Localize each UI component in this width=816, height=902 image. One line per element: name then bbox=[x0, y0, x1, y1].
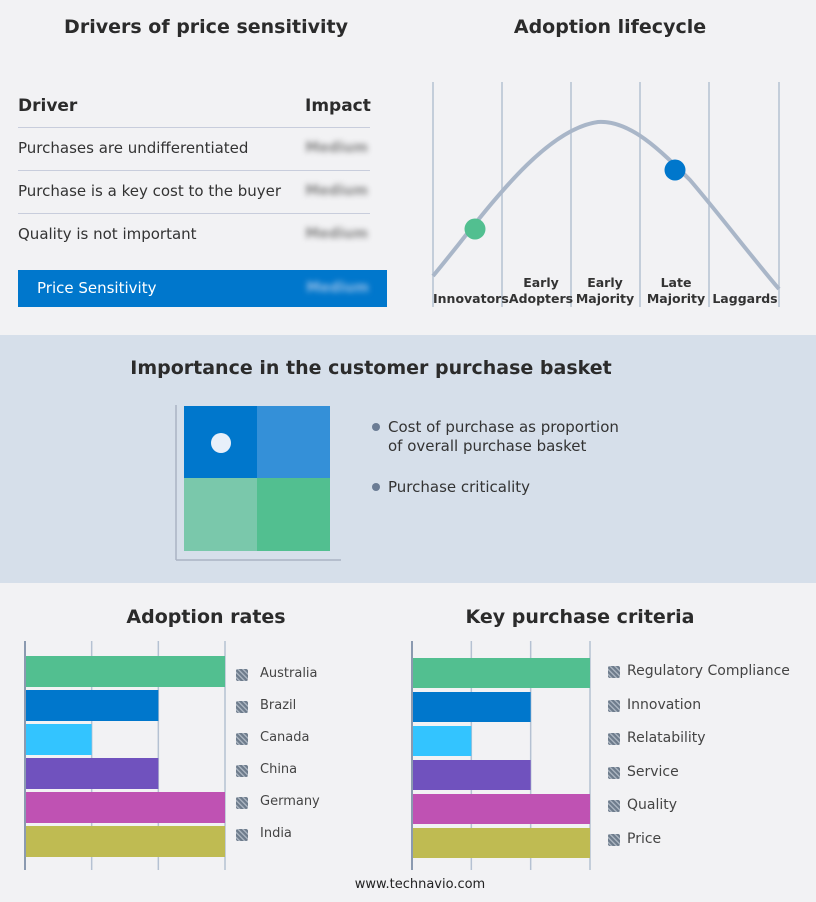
driver-row: Purchases are undifferentiated Medium bbox=[18, 127, 370, 169]
legend-label: China bbox=[260, 762, 298, 777]
bar-service bbox=[413, 760, 531, 790]
driver-label: Purchase is a key cost to the buyer bbox=[18, 182, 282, 200]
stage-label: Early Majority bbox=[575, 275, 635, 306]
stage-label: Innovators bbox=[433, 291, 509, 306]
bullet-dot bbox=[372, 423, 380, 431]
legend-label: Regulatory Compliance bbox=[627, 663, 790, 679]
driver-column-header: Driver bbox=[18, 96, 78, 116]
lifecycle-chart bbox=[431, 82, 781, 307]
key-purchase-criteria-title: Key purchase criteria bbox=[465, 606, 695, 628]
impact-value: Medium bbox=[305, 226, 368, 242]
basket-bullet: Cost of purchase as proportion of overal… bbox=[388, 418, 619, 455]
summary-impact: Medium bbox=[306, 280, 369, 296]
price-sensitivity-summary: Price Sensitivity Medium bbox=[18, 270, 387, 307]
matrix-cell bbox=[184, 478, 257, 551]
legend-swatch-icon bbox=[608, 800, 620, 813]
basket-bullet: Purchase criticality bbox=[388, 478, 531, 496]
drivers-title: Drivers of price sensitivity bbox=[64, 16, 348, 38]
legend-swatch-icon bbox=[236, 765, 248, 777]
late-majority-marker bbox=[664, 159, 686, 181]
bar-innovation bbox=[413, 692, 531, 722]
bar-germany bbox=[26, 792, 225, 823]
stage-label: Laggards bbox=[712, 291, 778, 306]
impact-column-header: Impact bbox=[305, 96, 371, 116]
legend-label: Price bbox=[627, 831, 662, 847]
legend-label: Service bbox=[627, 763, 679, 780]
adoption-rates-title: Adoption rates bbox=[126, 606, 286, 628]
driver-label: Purchases are undifferentiated bbox=[18, 139, 249, 157]
driver-row: Purchase is a key cost to the buyer Mediu… bbox=[18, 170, 370, 212]
driver-label: Quality is not important bbox=[18, 225, 197, 243]
legend-label: Innovation bbox=[627, 696, 702, 713]
footer-url: www.technavio.com bbox=[354, 877, 486, 892]
bar-relatability bbox=[413, 726, 472, 756]
matrix-cell bbox=[257, 478, 330, 551]
legend-swatch-icon bbox=[236, 733, 248, 745]
bar-regulatory-compliance bbox=[413, 658, 590, 688]
bullet-dot bbox=[372, 483, 380, 491]
matrix-cell bbox=[257, 406, 330, 478]
bar-china bbox=[26, 758, 159, 789]
innovators-marker bbox=[464, 218, 486, 240]
legend-swatch-icon bbox=[608, 733, 620, 746]
legend-label: Relatability bbox=[627, 730, 706, 747]
stage-label: Early Adopters bbox=[508, 275, 574, 306]
adoption-curve bbox=[431, 119, 781, 291]
basket-title: Importance in the customer purchase bask… bbox=[130, 357, 612, 379]
legend-swatch-icon bbox=[608, 834, 620, 846]
legend-label: India bbox=[260, 826, 292, 841]
bar-india bbox=[26, 826, 225, 857]
legend-label: Germany bbox=[260, 794, 320, 809]
bar-price bbox=[413, 828, 590, 858]
legend-label: Canada bbox=[260, 730, 310, 745]
legend-swatch-icon bbox=[608, 766, 620, 779]
lifecycle-title: Adoption lifecycle bbox=[513, 16, 707, 38]
legend-swatch-icon bbox=[236, 669, 248, 681]
legend-swatch-icon bbox=[236, 829, 248, 841]
legend-swatch-icon bbox=[236, 797, 248, 809]
basket-matrix bbox=[175, 405, 341, 561]
driver-row: Quality is not important Medium bbox=[18, 213, 370, 255]
purchase-basket-section bbox=[0, 335, 816, 583]
matrix-marker bbox=[211, 433, 231, 453]
legend-label: Quality bbox=[627, 797, 678, 814]
bar-quality bbox=[413, 794, 590, 824]
bar-canada bbox=[26, 724, 92, 755]
stage-label: Late Majority bbox=[646, 275, 706, 306]
summary-label: Price Sensitivity bbox=[37, 279, 157, 297]
legend-swatch-icon bbox=[608, 666, 620, 678]
legend-swatch-icon bbox=[236, 701, 248, 713]
legend-label: Australia bbox=[260, 666, 318, 681]
legend-swatch-icon bbox=[608, 699, 620, 712]
impact-value: Medium bbox=[305, 183, 368, 199]
bar-australia bbox=[26, 656, 225, 687]
impact-value: Medium bbox=[305, 140, 368, 156]
bar-brazil bbox=[26, 690, 159, 721]
legend-label: Brazil bbox=[260, 698, 297, 713]
